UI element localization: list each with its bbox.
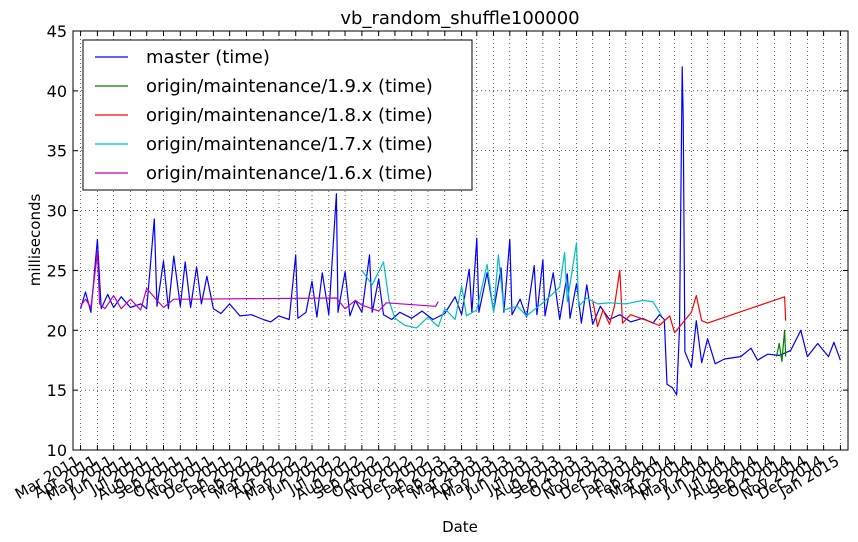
- legend-label: master (time): [146, 47, 270, 68]
- legend-label: origin/maintenance/1.7.x (time): [146, 134, 433, 155]
- legend-label: origin/maintenance/1.6.x (time): [146, 163, 433, 184]
- y-tick-label: 25: [47, 261, 67, 280]
- legend-label: origin/maintenance/1.8.x (time): [146, 105, 433, 126]
- x-axis-label: Date: [442, 518, 478, 536]
- y-tick-label: 15: [47, 381, 67, 400]
- y-tick-label: 20: [47, 321, 67, 340]
- legend: master (time) origin/maintenance/1.9.x (t…: [82, 39, 473, 191]
- y-tick-label: 35: [47, 142, 67, 161]
- legend-frame: [82, 39, 473, 191]
- y-tick-label: 45: [47, 22, 67, 41]
- series-line-2: [592, 269, 787, 334]
- series-line-3: [361, 242, 663, 329]
- series-line-0: [80, 66, 841, 396]
- y-tick-label: 30: [47, 202, 67, 221]
- chart-title: vb_random_shuffle100000: [340, 8, 579, 29]
- y-axis-ticks: 10 15 20 25 30 35 40 45: [47, 22, 848, 460]
- plot-frame: [72, 30, 849, 451]
- y-tick-label: 40: [47, 82, 67, 101]
- y-axis-label: milliseconds: [26, 194, 44, 287]
- y-tick-label: 10: [47, 441, 67, 460]
- series-lines: [80, 66, 841, 396]
- series-line-1: [775, 329, 787, 362]
- legend-label: origin/maintenance/1.9.x (time): [146, 76, 433, 97]
- series-line-4: [80, 251, 439, 312]
